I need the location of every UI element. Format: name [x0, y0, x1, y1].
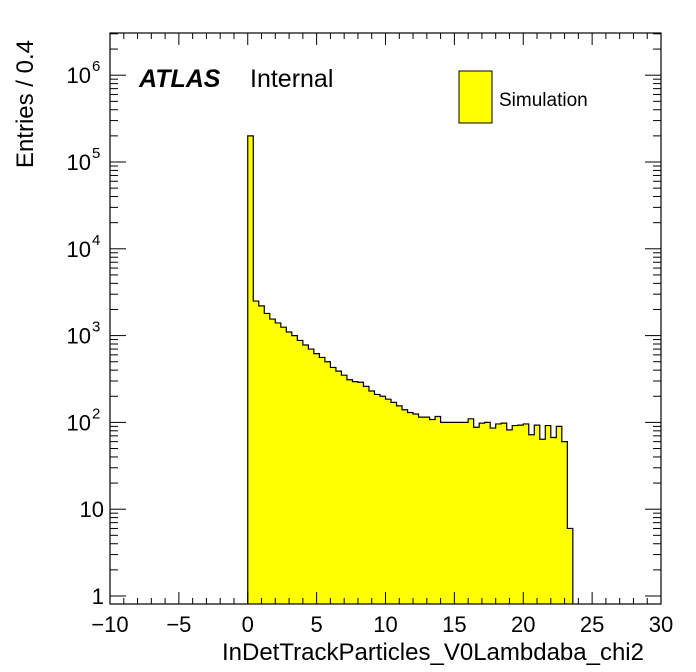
histogram-bin [539, 439, 546, 604]
histogram-bin [523, 423, 530, 604]
histogram-bin [424, 417, 430, 604]
x-tick-label: 30 [649, 612, 673, 637]
legend: Simulation [458, 70, 588, 124]
histogram-bin [335, 371, 342, 604]
histogram-bin [275, 322, 282, 604]
y-tick-label: 10 [67, 63, 91, 88]
y-tick-label: 10 [67, 237, 91, 262]
y-tick-exponent: 6 [92, 58, 100, 75]
y-tick-exponent: 5 [92, 145, 100, 162]
histogram-bars [247, 135, 574, 604]
histogram-bin [352, 381, 359, 604]
histogram-bin [534, 425, 541, 604]
y-tick-label: 1 [92, 584, 104, 609]
histogram-bin [324, 361, 331, 604]
histogram-bin [446, 422, 452, 604]
histogram-bin [418, 417, 425, 604]
histogram-bin [556, 426, 563, 604]
histogram-bin [462, 422, 469, 604]
x-tick-label: −10 [91, 612, 128, 637]
legend-entry-simulation: Simulation [499, 90, 588, 111]
histogram-bin [490, 428, 496, 604]
histogram-bin [402, 409, 408, 604]
y-axis-ticks [110, 33, 661, 597]
histogram-bin [407, 412, 414, 604]
histogram-bin [495, 423, 502, 604]
histogram-bin [457, 422, 463, 604]
histogram-bin [302, 344, 309, 604]
histogram-bin [512, 425, 519, 604]
y-tick-label: 10 [80, 497, 104, 522]
x-tick-label: 5 [311, 612, 323, 637]
plot-frame [109, 32, 662, 605]
atlas-label: ATLAS [138, 65, 221, 93]
x-axis-label: InDetTrackParticles_V0Lambdaba_chi2 [222, 639, 644, 666]
histogram-bin [451, 422, 458, 604]
histogram-bin [379, 396, 386, 604]
histogram-bin [484, 422, 491, 604]
y-tick-label: 10 [67, 150, 91, 175]
internal-label: Internal [250, 65, 333, 93]
histogram-bin [561, 441, 568, 604]
histogram-bin [330, 367, 337, 604]
histogram-bin [440, 422, 447, 604]
histogram-bin [363, 386, 370, 604]
histogram-bin [308, 349, 315, 604]
histogram-bin [368, 391, 375, 604]
histogram-bin [429, 419, 436, 604]
histogram-bin [319, 357, 326, 604]
histogram-bin [374, 394, 381, 604]
histogram-bin [479, 423, 485, 604]
histogram-bin [391, 402, 397, 604]
x-tick-label: 20 [511, 612, 535, 637]
histogram-bin [501, 423, 508, 604]
histogram-bin [264, 313, 271, 604]
histogram-bin [291, 335, 298, 604]
histogram-bin [286, 332, 293, 604]
histogram-bin [313, 353, 320, 604]
x-tick-labels: −10 −5 0 5 10 15 20 25 30 [91, 612, 673, 637]
histogram-bin [528, 434, 535, 604]
y-tick-label: 10 [67, 324, 91, 349]
x-tick-label: 0 [242, 612, 254, 637]
histogram-bin [473, 427, 480, 604]
histogram-bin [517, 425, 524, 604]
histogram-outline [247, 135, 574, 604]
x-tick-label: −5 [166, 612, 191, 637]
histogram-bin [567, 528, 574, 604]
histogram-bin [545, 425, 552, 604]
histogram-bin [357, 382, 364, 604]
x-tick-label: 10 [373, 612, 397, 637]
histogram-bin [550, 437, 557, 604]
y-tick-exponent: 3 [92, 319, 100, 336]
histogram-bin [435, 416, 441, 604]
histogram-bin [253, 301, 260, 604]
histogram-bin [247, 135, 254, 604]
histogram-bin [346, 379, 353, 604]
histogram-bin [341, 375, 348, 604]
y-tick-exponent: 4 [92, 232, 100, 249]
histogram-bin [385, 399, 392, 604]
x-tick-label: 15 [442, 612, 466, 637]
histogram-bin [468, 418, 474, 604]
histogram-bin [258, 305, 265, 604]
y-axis-label: Entries / 0.4 [12, 40, 39, 168]
histogram-bin [396, 405, 403, 604]
histogram-bin [413, 413, 419, 604]
histogram-bin [506, 429, 513, 604]
x-tick-label: 25 [580, 612, 604, 637]
histogram-bin [269, 319, 276, 604]
histogram-bin [297, 340, 304, 604]
histogram-bin [280, 327, 287, 604]
y-tick-exponent: 2 [92, 405, 100, 422]
legend-swatch [458, 70, 493, 124]
y-tick-label: 10 [67, 410, 91, 435]
